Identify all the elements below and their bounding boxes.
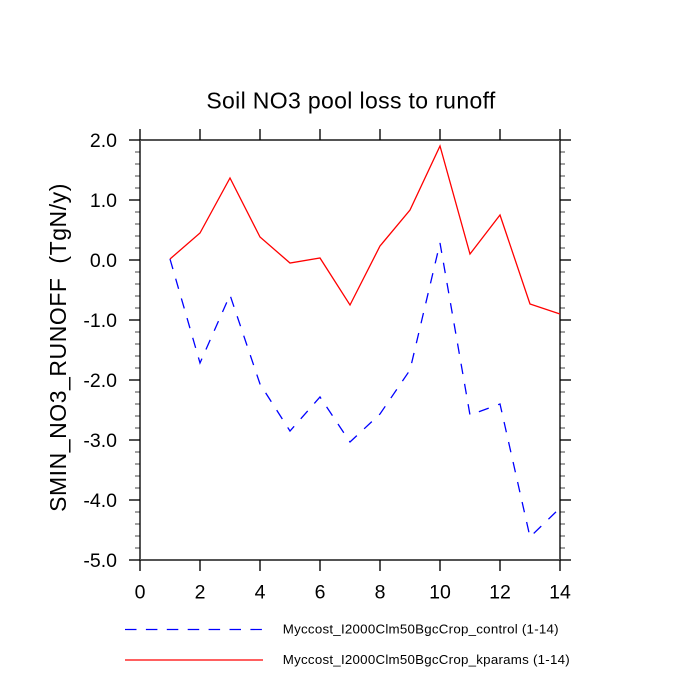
- svg-text:2: 2: [195, 582, 206, 604]
- svg-text:SMIN_NO3_RUNOFF (TgN/y): SMIN_NO3_RUNOFF (TgN/y): [45, 183, 71, 512]
- svg-text:14: 14: [549, 582, 571, 604]
- svg-text:2.0: 2.0: [90, 130, 117, 152]
- svg-text:-4.0: -4.0: [83, 490, 117, 512]
- svg-text:0: 0: [135, 582, 146, 604]
- svg-text:6: 6: [315, 582, 326, 604]
- svg-text:Myccost_I2000Clm50BgcCrop_kpar: Myccost_I2000Clm50BgcCrop_kparams (1-14): [283, 652, 570, 667]
- svg-text:Soil NO3 pool loss to runoff: Soil NO3 pool loss to runoff: [206, 88, 496, 114]
- svg-text:-2.0: -2.0: [83, 370, 117, 392]
- svg-text:4: 4: [255, 582, 266, 604]
- svg-text:12: 12: [489, 582, 511, 604]
- svg-text:0.0: 0.0: [90, 250, 117, 272]
- svg-text:8: 8: [375, 582, 386, 604]
- svg-text:-5.0: -5.0: [83, 550, 117, 572]
- svg-text:-1.0: -1.0: [83, 310, 117, 332]
- svg-text:10: 10: [429, 582, 451, 604]
- svg-text:Myccost_I2000Clm50BgcCrop_cont: Myccost_I2000Clm50BgcCrop_control (1-14): [283, 621, 559, 636]
- svg-text:1.0: 1.0: [90, 190, 117, 212]
- svg-text:-3.0: -3.0: [83, 430, 117, 452]
